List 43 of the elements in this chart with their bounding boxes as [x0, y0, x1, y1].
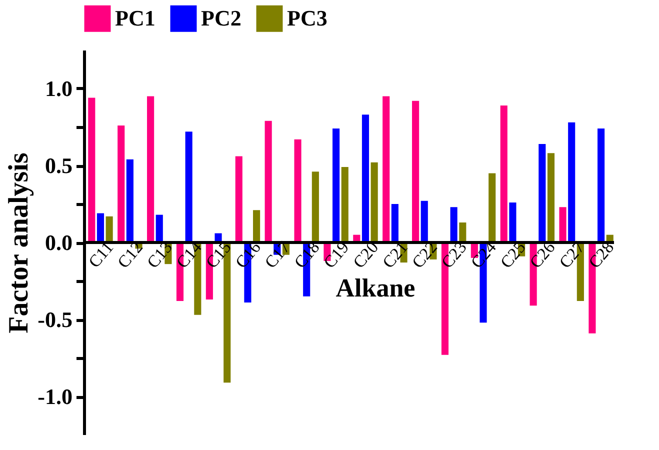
bar — [391, 204, 398, 242]
y-tick-label: -1.0 — [38, 384, 72, 409]
y-tick-label: -0.5 — [38, 307, 72, 332]
y-tick-label: 0.5 — [45, 153, 72, 178]
bar — [382, 96, 390, 242]
x-tick-label: C11 — [84, 238, 118, 272]
legend-label: PC3 — [287, 6, 328, 31]
bar — [185, 132, 192, 242]
bar — [235, 156, 242, 242]
bar — [488, 173, 496, 242]
bar — [253, 210, 260, 242]
bar — [341, 167, 348, 242]
bar — [412, 100, 420, 242]
legend-label: PC1 — [115, 6, 156, 31]
bar — [294, 139, 302, 242]
bar — [362, 114, 370, 242]
bar — [118, 125, 125, 242]
bar — [459, 222, 466, 242]
y-axis-title: Factor analysis — [4, 152, 35, 334]
bar — [538, 144, 546, 242]
bar — [312, 172, 319, 242]
bar — [106, 216, 113, 242]
bar — [96, 213, 104, 242]
bar — [370, 162, 378, 242]
y-tick-label: 0.0 — [45, 230, 72, 255]
bar — [500, 105, 508, 242]
y-tick-label: 1.0 — [45, 76, 72, 101]
bar — [598, 128, 605, 242]
bar — [156, 214, 163, 242]
bar — [88, 98, 96, 242]
bar — [559, 207, 566, 242]
bar — [450, 207, 458, 242]
bar — [420, 200, 428, 242]
bar — [332, 128, 340, 242]
bar — [126, 159, 134, 242]
x-tick-label: C21 — [378, 238, 412, 272]
x-axis-title: Alkane — [336, 274, 416, 303]
bar — [509, 202, 516, 242]
legend-label: PC2 — [201, 6, 242, 31]
bar — [568, 122, 576, 242]
bar — [147, 96, 154, 242]
bar — [547, 153, 555, 242]
bar — [264, 120, 272, 242]
